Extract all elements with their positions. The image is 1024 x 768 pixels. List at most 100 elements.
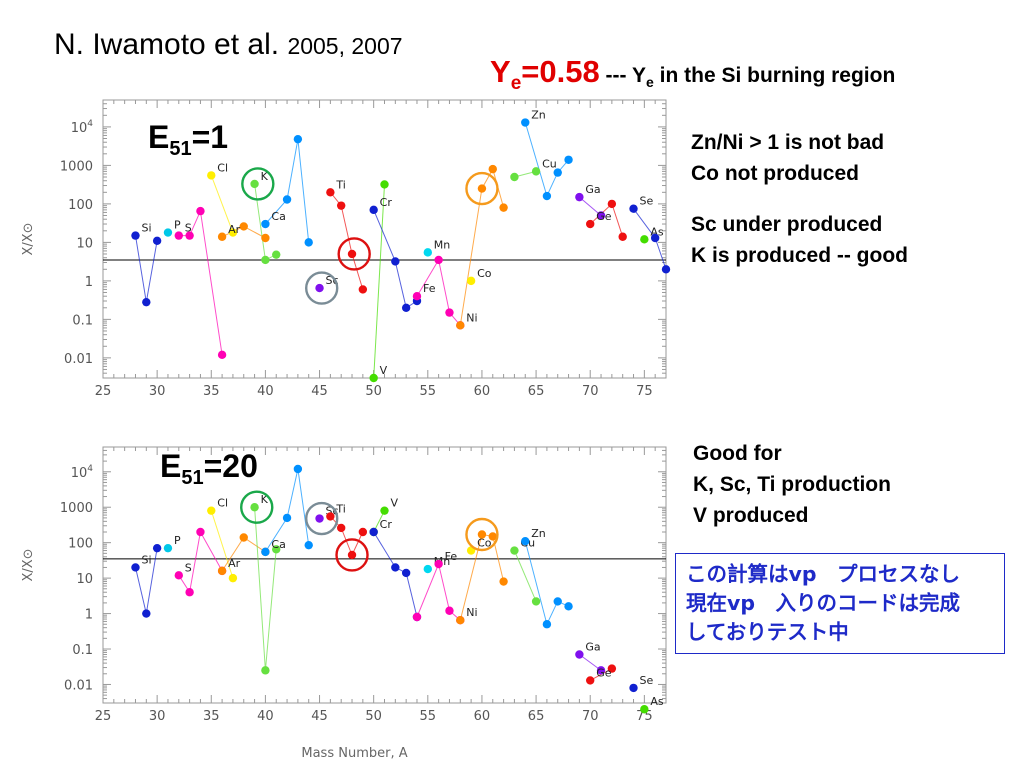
isotope-point-cr xyxy=(401,303,411,312)
jp-note-line: この計算はvp プロセスなし xyxy=(686,562,961,586)
isotope-point-ti xyxy=(336,201,346,210)
isotope-point-si xyxy=(131,563,140,572)
isotope-chain-v xyxy=(373,184,385,379)
isotope-point-s xyxy=(185,231,194,240)
element-label-v: V xyxy=(380,364,388,377)
element-label-sc: Sc xyxy=(326,274,339,287)
y-tick-base: 10 xyxy=(71,466,88,481)
isotope-point-ti xyxy=(347,550,357,560)
isotope-chain-ti xyxy=(330,516,364,557)
isotope-point-ga xyxy=(575,192,584,202)
isotope-point-si xyxy=(142,609,151,618)
highlight-circle-red xyxy=(335,538,369,572)
element-label-ti: Ti xyxy=(335,502,345,515)
isotope-point-ni xyxy=(488,532,497,541)
x-tick-label: 30 xyxy=(149,384,166,399)
isotope-chain-fe xyxy=(416,258,461,326)
element-label-ge: Ge xyxy=(596,210,612,223)
isotope-point-si xyxy=(131,231,140,240)
isotope-point-cu xyxy=(531,167,541,176)
highlight-circle-green xyxy=(240,490,274,524)
energy-label-value: =1 xyxy=(192,119,228,155)
isotope-point-zn xyxy=(542,191,552,201)
element-label-ga: Ga xyxy=(585,641,600,654)
element-label-v: V xyxy=(391,497,399,510)
highlight-circle-orange xyxy=(465,171,499,206)
isotope-point-fe xyxy=(434,559,443,569)
isotope-chain-k xyxy=(254,507,277,671)
element-label-s: S xyxy=(185,561,192,574)
isotope-point-ga xyxy=(575,650,584,659)
y-tick-label: 0.1 xyxy=(72,313,93,328)
element-label-ni: Ni xyxy=(466,606,477,619)
element-label-cl: Cl xyxy=(217,497,228,510)
isotope-chain-si xyxy=(135,235,158,303)
note-line: Co not produced xyxy=(691,162,859,185)
element-label-co: Co xyxy=(477,537,492,550)
x-tick-label: 65 xyxy=(528,709,545,724)
isotope-point-s xyxy=(196,527,205,537)
isotope-point-fe xyxy=(412,612,422,622)
isotope-point-s xyxy=(217,350,227,360)
isotope-chain-ca xyxy=(265,139,310,243)
isotope-point-k xyxy=(261,666,270,675)
x-tick-label: 50 xyxy=(365,709,382,724)
element-label-as: As xyxy=(650,695,664,708)
isotope-point-zn xyxy=(521,537,530,546)
highlight-circle-orange xyxy=(465,517,499,552)
element-label-ar: Ar xyxy=(228,557,241,570)
y-tick-exp: 4 xyxy=(87,119,93,129)
isotope-point-ti xyxy=(347,249,357,259)
isotope-chain-cl xyxy=(210,175,234,233)
note-line: Zn/Ni > 1 is not bad xyxy=(691,131,885,154)
x-tick-label: 65 xyxy=(528,384,545,399)
isotope-point-sc xyxy=(315,283,324,293)
note-line: Good for xyxy=(693,442,782,465)
x-tick-label: 40 xyxy=(257,709,274,724)
isotope-point-cr xyxy=(401,568,411,578)
isotope-point-zn xyxy=(564,155,573,164)
element-label-ar: Ar xyxy=(228,223,241,236)
element-label-ni: Ni xyxy=(466,311,477,324)
isotope-point-si xyxy=(152,236,162,245)
isotope-point-ni xyxy=(499,203,508,212)
isotope-point-ar xyxy=(261,233,270,243)
isotope-point-s xyxy=(185,588,194,597)
isotope-point-zn xyxy=(553,168,562,177)
x-tick-label: 75 xyxy=(636,709,653,724)
isotope-point-cl xyxy=(207,171,216,180)
x-tick-label: 55 xyxy=(420,384,437,399)
element-label-ca: Ca xyxy=(271,538,285,551)
isotope-point-ca xyxy=(261,219,270,229)
isotope-point-sc xyxy=(315,514,324,523)
isotope-point-ar xyxy=(239,533,248,542)
x-tick-label: 35 xyxy=(203,709,220,724)
isotope-point-ti xyxy=(358,285,368,294)
y-tick-label: 1000 xyxy=(60,501,93,516)
isotope-point-cl xyxy=(207,506,216,515)
isotope-chain-zn xyxy=(524,541,569,626)
energy-label-sub: 51 xyxy=(169,138,191,160)
element-label-se: Se xyxy=(640,195,654,208)
isotope-point-ge xyxy=(586,676,595,685)
y-tick-label: 1000 xyxy=(60,159,93,174)
isotope-chain-s xyxy=(178,209,223,355)
highlight-circle-gray xyxy=(305,501,339,536)
y-tick-exp: 4 xyxy=(87,464,93,474)
isotope-point-ge xyxy=(607,664,617,673)
ye-desc-post: in the Si burning region xyxy=(653,64,896,87)
x-tick-label: 60 xyxy=(474,709,491,724)
y-tick-label: 100 xyxy=(68,537,93,552)
y-tick-label: 100 xyxy=(68,198,93,213)
x-tick-label: 40 xyxy=(257,384,274,399)
isotope-point-ni xyxy=(456,321,465,330)
isotope-point-s xyxy=(174,231,183,240)
ye-value-label: Ye=0.58 xyxy=(490,54,600,94)
note-line: V produced xyxy=(693,504,809,527)
y-tick-label: 104 xyxy=(71,119,94,136)
ye-value: =0.58 xyxy=(521,54,600,89)
element-label-k: K xyxy=(261,493,269,506)
element-label-ga: Ga xyxy=(585,183,600,196)
